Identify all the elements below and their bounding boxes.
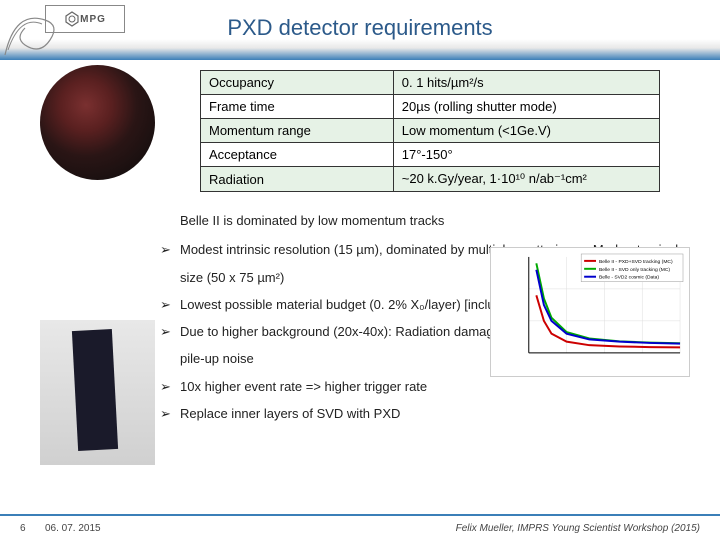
detector-photo-rect	[40, 320, 155, 465]
logo-mpg-icon: MPG	[45, 5, 125, 33]
table-cell-value: Low momentum (<1Ge.V)	[393, 119, 659, 143]
content-area: Occupancy0. 1 hits/µm²/sFrame time20µs (…	[0, 60, 720, 427]
bullet-marker-icon: ➢	[160, 236, 180, 291]
table-cell-label: Occupancy	[201, 71, 394, 95]
bullet-item: ➢Replace inner layers of SVD with PXD	[160, 400, 690, 427]
slide-footer: 6 06. 07. 2015 Felix Mueller, IMPRS Youn…	[0, 514, 720, 540]
table-cell-value: ~20 k.Gy/year, 1·10¹⁰ n/ab⁻¹cm²	[393, 167, 659, 192]
bullet-intro: Belle II is dominated by low momentum tr…	[180, 207, 690, 234]
table-cell-label: Frame time	[201, 95, 394, 119]
svg-text:Belle II - SVD only tracking (: Belle II - SVD only tracking (MC)	[599, 267, 670, 273]
table-cell-value: 0. 1 hits/µm²/s	[393, 71, 659, 95]
footer-credit: Felix Mueller, IMPRS Young Scientist Wor…	[456, 523, 700, 534]
bullet-marker-icon: ➢	[160, 400, 180, 427]
table-row: Acceptance17°-150°	[201, 143, 660, 167]
bullet-marker-icon: ➢	[160, 291, 180, 318]
table-row: Momentum rangeLow momentum (<1Ge.V)	[201, 119, 660, 143]
table-cell-label: Momentum range	[201, 119, 394, 143]
footer-date: 06. 07. 2015	[45, 523, 125, 534]
logo-area: MPG	[0, 0, 130, 55]
requirements-table: Occupancy0. 1 hits/µm²/sFrame time20µs (…	[200, 70, 660, 192]
bullet-marker-icon: ➢	[160, 373, 180, 400]
table-cell-label: Radiation	[201, 167, 394, 192]
table-row: Frame time20µs (rolling shutter mode)	[201, 95, 660, 119]
bullet-marker-icon: ➢	[160, 318, 180, 373]
table-cell-value: 20µs (rolling shutter mode)	[393, 95, 659, 119]
chart-svg: Belle II - PXD+SVD tracking (MC) Belle II…	[509, 252, 685, 363]
table-cell-label: Acceptance	[201, 143, 394, 167]
table-row: Occupancy0. 1 hits/µm²/s	[201, 71, 660, 95]
slide-header: MPG PXD detector requirements	[0, 0, 720, 60]
bullet-text: Replace inner layers of SVD with PXD	[180, 400, 690, 427]
detector-photo-round	[40, 65, 155, 180]
svg-text:Belle - SVD2 cosmic (Data): Belle - SVD2 cosmic (Data)	[599, 275, 659, 281]
svg-text:Belle II - PXD+SVD tracking (M: Belle II - PXD+SVD tracking (MC)	[599, 259, 673, 265]
page-number: 6	[20, 523, 45, 534]
table-cell-value: 17°-150°	[393, 143, 659, 167]
table-row: Radiation~20 k.Gy/year, 1·10¹⁰ n/ab⁻¹cm²	[201, 167, 660, 192]
requirements-table-wrap: Occupancy0. 1 hits/µm²/sFrame time20µs (…	[200, 70, 660, 192]
hex-icon	[64, 11, 80, 27]
resolution-chart: Belle II - PXD+SVD tracking (MC) Belle II…	[490, 247, 690, 377]
logo-mpg-text: MPG	[80, 14, 106, 25]
page-title: PXD detector requirements	[227, 15, 492, 41]
